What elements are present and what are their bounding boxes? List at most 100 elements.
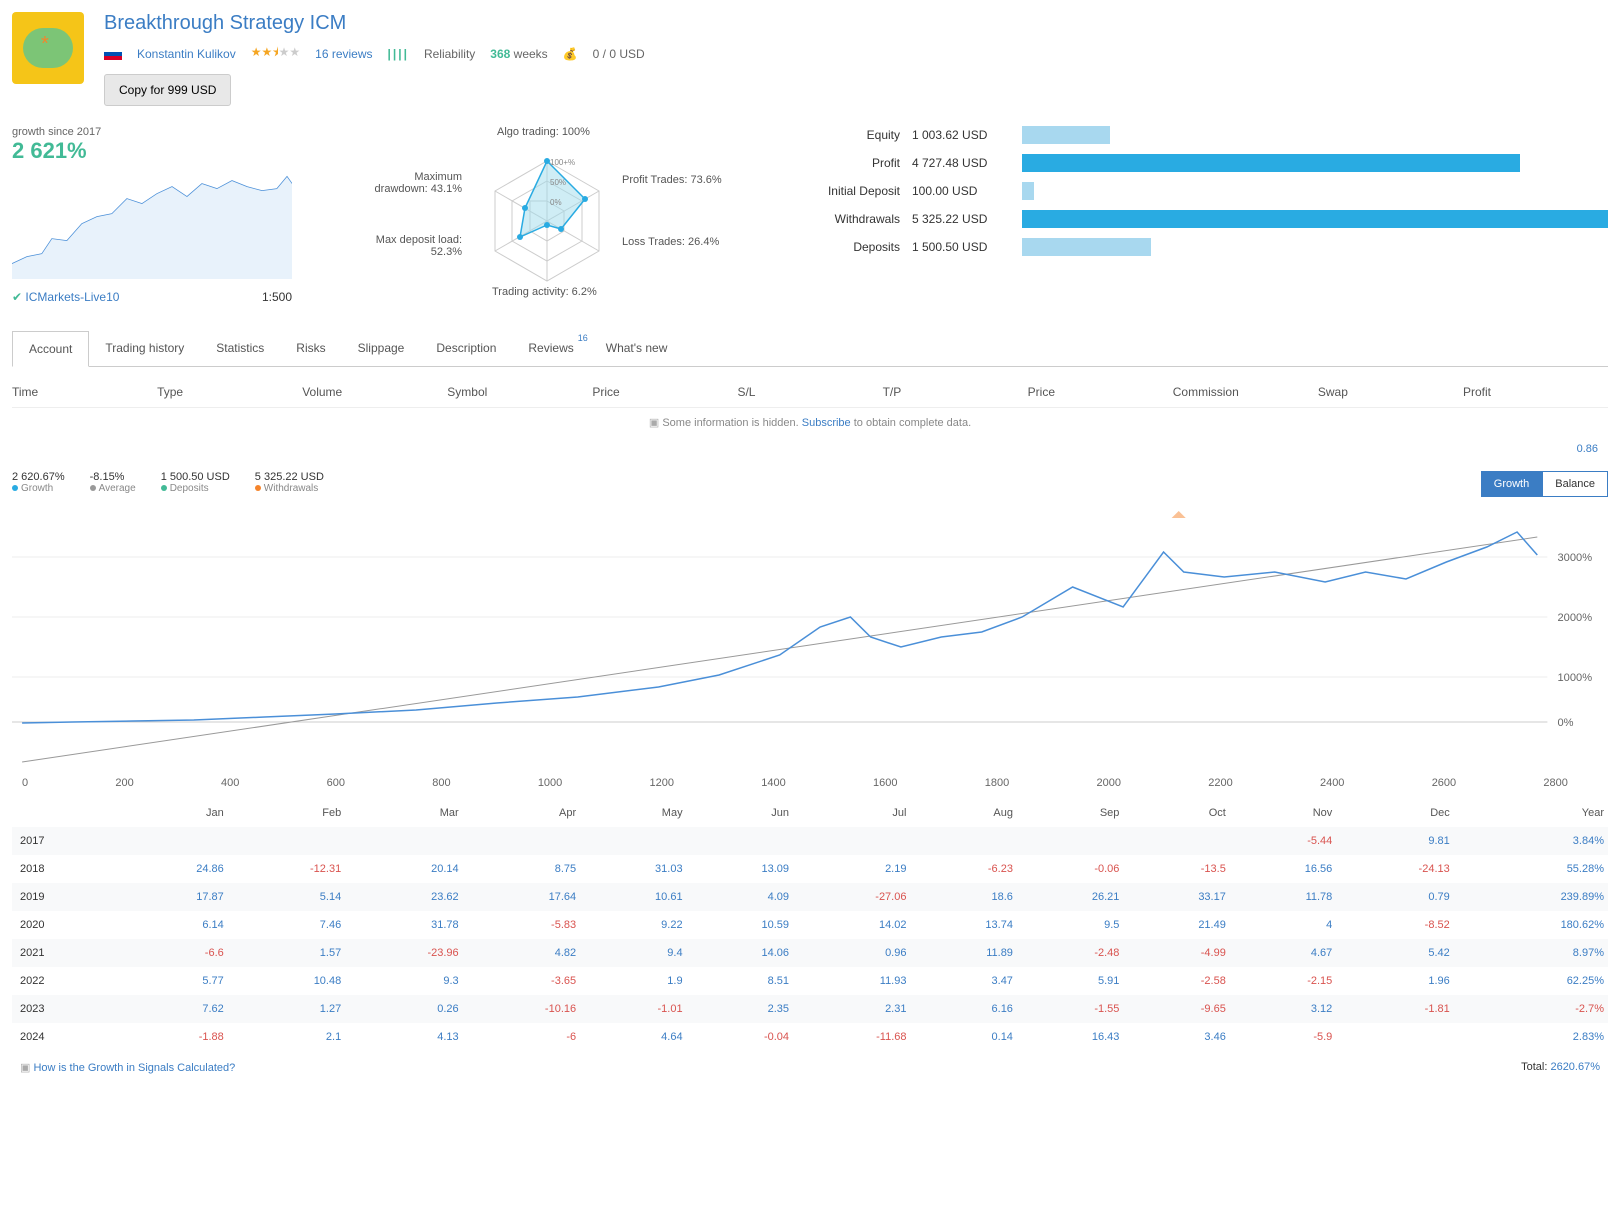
x-tick: 600 xyxy=(327,777,345,789)
return-cell: 18.6 xyxy=(910,883,1016,911)
return-cell: 8.75 xyxy=(463,855,580,883)
info-icon: ▣ xyxy=(20,1062,30,1074)
tab-trading-history[interactable]: Trading history xyxy=(89,331,200,366)
return-cell: 3.47 xyxy=(910,967,1016,995)
tab-statistics[interactable]: Statistics xyxy=(200,331,280,366)
return-cell: 31.78 xyxy=(345,911,462,939)
return-cell: 55.28% xyxy=(1454,855,1608,883)
return-cell: -2.7% xyxy=(1454,995,1608,1023)
author-link[interactable]: Konstantin Kulikov xyxy=(137,47,236,61)
chart-x-axis: 0200400600800100012001400160018002000220… xyxy=(12,777,1608,789)
return-cell: 239.89% xyxy=(1454,883,1608,911)
stat-bar xyxy=(1022,182,1034,200)
year-cell: 2023 xyxy=(12,995,121,1023)
legend-item: 2 620.67%Growth xyxy=(12,471,65,494)
return-cell xyxy=(687,827,793,855)
column-header: Commission xyxy=(1173,385,1318,399)
month-header: Feb xyxy=(228,799,345,827)
return-cell: 1.9 xyxy=(580,967,686,995)
svg-text:3000%: 3000% xyxy=(1557,552,1592,564)
month-header: Nov xyxy=(1230,799,1336,827)
return-cell xyxy=(1123,827,1229,855)
return-cell: -6.6 xyxy=(121,939,227,967)
toggle-balance[interactable]: Balance xyxy=(1542,471,1608,497)
return-cell: -3.65 xyxy=(463,967,580,995)
stat-label: Initial Deposit xyxy=(802,184,912,198)
return-cell: 9.4 xyxy=(580,939,686,967)
stat-value: 1 003.62 USD xyxy=(912,128,1022,142)
stat-bar xyxy=(1022,154,1520,172)
reliability-bars-icon: |||| xyxy=(388,47,409,61)
return-cell: 7.62 xyxy=(121,995,227,1023)
return-cell: 0.79 xyxy=(1336,883,1453,911)
tab-bar: AccountTrading historyStatisticsRisksSli… xyxy=(12,331,1608,367)
return-cell: 16.43 xyxy=(1017,1023,1123,1051)
svg-text:50%: 50% xyxy=(550,178,566,187)
table-row: 2021-6.61.57-23.964.829.414.060.9611.89-… xyxy=(12,939,1608,967)
return-cell: 1.27 xyxy=(228,995,345,1023)
month-header: May xyxy=(580,799,686,827)
reliability-label: Reliability xyxy=(424,47,475,61)
return-cell: -5.83 xyxy=(463,911,580,939)
stat-label: Equity xyxy=(802,128,912,142)
column-header: T/P xyxy=(883,385,1028,399)
table-row: 20225.7710.489.3-3.651.98.5111.933.475.9… xyxy=(12,967,1608,995)
x-tick: 1200 xyxy=(650,777,674,789)
year-cell: 2018 xyxy=(12,855,121,883)
reviews-link[interactable]: 16 reviews xyxy=(315,47,372,61)
return-cell: -10.16 xyxy=(463,995,580,1023)
table-row: 20206.147.4631.78-5.839.2210.5914.0213.7… xyxy=(12,911,1608,939)
x-tick: 200 xyxy=(115,777,133,789)
return-cell: 1.57 xyxy=(228,939,345,967)
radar-label-algo: Algo trading: 100% xyxy=(497,126,590,138)
chart-legend: 2 620.67%Growth-8.15%Average1 500.50 USD… xyxy=(12,471,324,494)
return-cell: 11.78 xyxy=(1230,883,1336,911)
return-cell: 14.02 xyxy=(793,911,910,939)
stat-value: 100.00 USD xyxy=(912,184,1022,198)
subscribe-link[interactable]: Subscribe xyxy=(802,417,851,429)
x-tick: 1600 xyxy=(873,777,897,789)
flag-icon xyxy=(104,48,122,60)
return-cell: 13.09 xyxy=(687,855,793,883)
broker-link[interactable]: ICMarkets-Live10 xyxy=(25,290,119,304)
return-cell: 4.67 xyxy=(1230,939,1336,967)
return-cell: 6.14 xyxy=(121,911,227,939)
return-cell: 17.87 xyxy=(121,883,227,911)
return-cell: 0.26 xyxy=(345,995,462,1023)
leverage-value: 1:500 xyxy=(262,290,292,304)
growth-calc-link[interactable]: How is the Growth in Signals Calculated? xyxy=(33,1062,235,1074)
return-cell: 0.14 xyxy=(910,1023,1016,1051)
return-cell: 9.81 xyxy=(1336,827,1453,855)
return-cell: 3.84% xyxy=(1454,827,1608,855)
signal-avatar xyxy=(12,12,84,84)
return-cell: -1.55 xyxy=(1017,995,1123,1023)
month-header: Oct xyxy=(1123,799,1229,827)
copy-button[interactable]: Copy for 999 USD xyxy=(104,74,231,106)
growth-since-label: growth since 2017 xyxy=(12,126,292,138)
trades-table-header: TimeTypeVolumeSymbolPriceS/LT/PPriceComm… xyxy=(12,377,1608,408)
return-cell: 5.42 xyxy=(1336,939,1453,967)
x-tick: 2000 xyxy=(1096,777,1120,789)
return-cell: 17.64 xyxy=(463,883,580,911)
growth-value: 2 621% xyxy=(12,138,292,164)
tab-description[interactable]: Description xyxy=(420,331,512,366)
stat-row: Deposits 1 500.50 USD xyxy=(802,238,1608,256)
return-cell: 9.22 xyxy=(580,911,686,939)
column-header: Symbol xyxy=(447,385,592,399)
tab-account[interactable]: Account xyxy=(12,331,89,367)
signal-title: Breakthrough Strategy ICM xyxy=(104,12,1608,35)
return-cell: 4 xyxy=(1230,911,1336,939)
tab-risks[interactable]: Risks xyxy=(280,331,341,366)
toggle-growth[interactable]: Growth xyxy=(1481,471,1542,497)
radar-label-drawdown: Maximum drawdown: 43.1% xyxy=(372,171,462,195)
tab-what's-new[interactable]: What's new xyxy=(590,331,684,366)
column-header: S/L xyxy=(737,385,882,399)
radar-label-loss: Loss Trades: 26.4% xyxy=(622,236,719,248)
return-cell xyxy=(580,827,686,855)
return-cell xyxy=(228,827,345,855)
tab-slippage[interactable]: Slippage xyxy=(342,331,421,366)
column-header: Price xyxy=(592,385,737,399)
tab-reviews[interactable]: Reviews16 xyxy=(512,331,589,366)
year-cell: 2024 xyxy=(12,1023,121,1051)
return-cell xyxy=(463,827,580,855)
